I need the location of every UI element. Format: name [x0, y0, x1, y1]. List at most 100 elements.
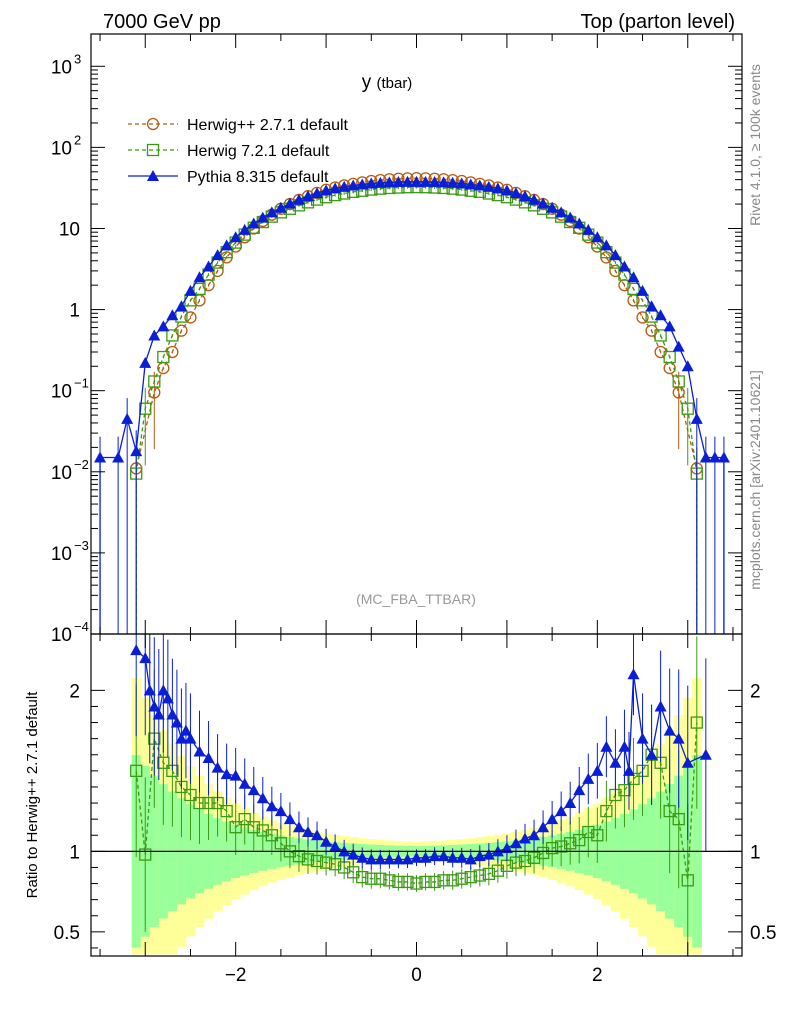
point-pythia — [419, 175, 432, 187]
ratio-point-pythia — [365, 853, 378, 865]
point-pythia — [166, 309, 179, 321]
point-pythia — [193, 271, 206, 283]
point-herwig-pp — [636, 311, 649, 324]
ratio-point-pythia — [320, 835, 333, 847]
point-herwig7 — [672, 375, 685, 388]
point-pythia — [211, 249, 224, 261]
point-pythia — [509, 187, 522, 199]
point-pythia — [292, 193, 305, 205]
ratio-point-herwig7 — [310, 854, 324, 868]
ratio-point-pythia — [546, 813, 559, 825]
line-pythia — [99, 181, 725, 634]
point-pythia — [609, 249, 622, 261]
ratio-point-pythia — [564, 797, 577, 809]
ratio-point-herwig7 — [265, 829, 278, 842]
ratio-point-pythia — [555, 805, 568, 817]
point-pythia — [519, 190, 531, 202]
y-tick-exponent: −4 — [74, 619, 89, 634]
y-tick-label: 1 — [69, 301, 80, 322]
ratio-point-pythia — [419, 851, 432, 863]
point-pythia — [600, 239, 613, 251]
ratio-point-herwig7 — [328, 858, 342, 871]
plot-title: y (tbar) — [362, 72, 413, 93]
point-pythia — [383, 176, 396, 188]
ratio-point-herwig7 — [202, 796, 215, 810]
ratio-point-herwig7 — [573, 833, 586, 847]
point-pythia — [654, 309, 667, 321]
point-pythia — [202, 260, 215, 272]
ratio-point-herwig7 — [410, 877, 423, 890]
point-pythia — [446, 176, 459, 188]
ratio-point-pythia — [130, 644, 143, 656]
ratio-point-herwig7 — [464, 870, 477, 884]
ratio-point-herwig7 — [319, 856, 333, 869]
ratio-point-herwig7 — [256, 824, 269, 837]
ratio-point-herwig7 — [455, 872, 468, 885]
point-pythia — [365, 177, 378, 189]
point-pythia — [690, 412, 703, 424]
ratio-point-herwig7 — [491, 864, 505, 877]
ratio-point-pythia — [681, 756, 694, 768]
header-left: 7000 GeV pp — [103, 11, 221, 33]
ratio-point-herwig7 — [292, 850, 306, 863]
point-herwig7 — [166, 329, 179, 342]
ratio-point-herwig7 — [428, 875, 441, 889]
point-pythia — [274, 201, 287, 213]
point-pythia — [401, 175, 414, 187]
ratio-point-pythia — [220, 768, 233, 780]
ratio-y-tick-label-right: 1 — [750, 842, 761, 863]
ratio-point-herwig7 — [446, 874, 459, 887]
point-pythia — [482, 180, 495, 192]
ratio-point-pythia — [482, 848, 495, 860]
ratio-point-pythia — [211, 761, 224, 773]
ratio-point-herwig7 — [130, 764, 143, 777]
ratio-point-pythia — [175, 732, 188, 744]
point-pythia — [175, 300, 188, 312]
point-pythia — [672, 340, 685, 352]
ratio-point-herwig7 — [157, 756, 170, 769]
ratio-point-herwig7 — [545, 841, 559, 855]
ratio-y-tick-label-left: 2 — [69, 681, 80, 702]
point-pythia — [591, 231, 604, 243]
point-pythia — [500, 184, 513, 196]
point-pythia — [573, 217, 586, 229]
x-tick-label: 2 — [592, 965, 603, 986]
ratio-point-pythia — [645, 748, 658, 760]
ratio-point-pythia — [166, 708, 179, 720]
point-pythia — [717, 451, 730, 463]
ratio-point-pythia — [618, 740, 631, 752]
point-herwig7 — [157, 350, 170, 364]
ratio-point-pythia — [274, 805, 287, 817]
ratio-point-pythia — [170, 716, 183, 728]
point-pythia — [582, 223, 595, 235]
ratio-point-herwig7 — [401, 875, 414, 889]
ratio-y-axis-label: Ratio to Herwig++ 2.7.1 default — [24, 691, 41, 899]
ratio-y-tick-label-left: 1 — [69, 842, 80, 863]
ratio-point-pythia — [528, 829, 541, 841]
y-tick-label: 10 — [51, 138, 72, 159]
ratio-point-herwig7 — [247, 821, 260, 834]
ratio-point-pythia — [283, 813, 296, 825]
ratio-point-pythia — [157, 684, 170, 696]
ratio-point-pythia — [193, 745, 206, 757]
point-pythia — [157, 320, 170, 332]
ratio-point-herwig7 — [193, 796, 206, 810]
point-pythia — [238, 223, 251, 235]
ratio-point-pythia — [600, 740, 613, 752]
ratio-point-pythia — [622, 764, 635, 776]
ratio-point-pythia — [627, 668, 640, 680]
ratio-point-pythia — [582, 772, 595, 784]
ratio-point-pythia — [256, 792, 269, 804]
y-tick-exponent: −2 — [74, 457, 89, 472]
ratio-point-herwig7 — [591, 829, 604, 842]
point-pythia — [265, 206, 278, 218]
legend-marker-herwig7 — [146, 143, 160, 157]
point-pythia — [645, 300, 658, 312]
ratio-point-pythia — [591, 764, 604, 776]
point-pythia — [618, 260, 631, 272]
point-pythia — [338, 180, 351, 192]
point-pythia — [537, 197, 550, 209]
ratio-point-pythia — [663, 724, 676, 736]
line-herwig-pp — [135, 177, 698, 634]
